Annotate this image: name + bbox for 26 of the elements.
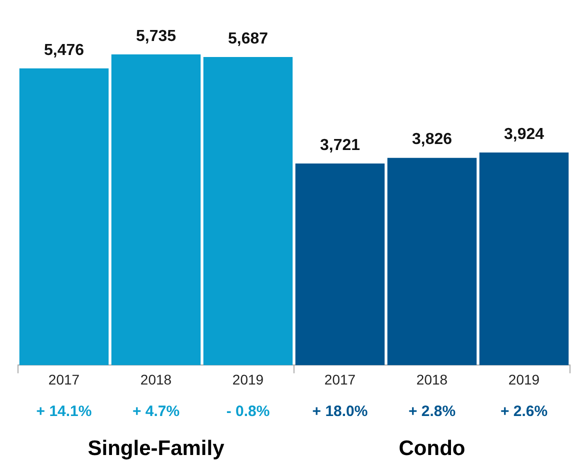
data-label: 3,924 [504,126,544,143]
text: + 2.6% [500,403,548,420]
x-tick-label: 2018 [416,371,448,388]
text: Condo [398,436,466,460]
bar [111,54,201,366]
data-label: 3,721 [320,136,360,154]
data-label: 5,476 [44,42,84,59]
bar [387,158,477,366]
text: Single-Family [88,436,225,460]
bar [19,68,109,366]
x-tick-label: 2017 [324,371,356,388]
data-label: 5,735 [136,28,176,45]
x-tick-label: 2018 [140,371,172,388]
data-label: 5,687 [228,30,268,48]
text: + 14.1% [36,403,92,420]
text: + 4.7% [132,403,180,420]
x-tick-label: 2017 [48,371,80,388]
x-tick-label: 2019 [232,371,264,388]
bar [203,56,293,366]
text: + 2.8% [408,403,456,420]
text: + 18.0% [312,403,368,420]
x-tick-label: 2019 [508,371,540,388]
text: - 0.8% [226,403,270,420]
bar [295,164,385,366]
bar [479,152,569,366]
data-label: 3,826 [412,131,452,148]
